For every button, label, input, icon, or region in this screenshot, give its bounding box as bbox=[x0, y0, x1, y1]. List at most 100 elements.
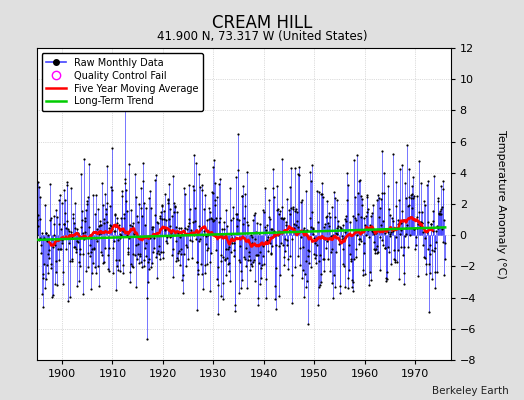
Point bbox=[210, 157, 218, 163]
Point bbox=[383, 269, 391, 276]
Point bbox=[298, 226, 307, 233]
Point bbox=[130, 252, 139, 258]
Point bbox=[332, 230, 340, 236]
Point bbox=[137, 185, 145, 191]
Point bbox=[411, 246, 419, 252]
Point bbox=[314, 189, 323, 196]
Point bbox=[60, 220, 69, 227]
Point bbox=[222, 206, 231, 213]
Point bbox=[245, 256, 254, 263]
Point bbox=[260, 224, 269, 230]
Point bbox=[391, 203, 400, 210]
Point bbox=[145, 266, 153, 272]
Point bbox=[230, 247, 238, 253]
Point bbox=[402, 194, 411, 201]
Point bbox=[268, 166, 277, 172]
Point bbox=[427, 221, 435, 228]
Point bbox=[79, 250, 88, 257]
Point bbox=[126, 279, 135, 286]
Point bbox=[232, 210, 240, 217]
Point bbox=[212, 246, 220, 253]
Point bbox=[435, 210, 443, 216]
Point bbox=[405, 165, 413, 172]
Point bbox=[153, 219, 161, 225]
Point bbox=[297, 234, 305, 240]
Point bbox=[33, 232, 41, 238]
Point bbox=[112, 257, 120, 264]
Point bbox=[255, 230, 263, 236]
Point bbox=[152, 172, 160, 178]
Point bbox=[258, 253, 267, 259]
Point bbox=[81, 218, 89, 224]
Point bbox=[328, 204, 336, 210]
Point bbox=[278, 156, 286, 162]
Point bbox=[69, 210, 77, 217]
Point bbox=[228, 235, 236, 242]
Point bbox=[313, 302, 322, 308]
Point bbox=[204, 245, 212, 252]
Point bbox=[141, 205, 150, 211]
Point bbox=[122, 186, 130, 193]
Point bbox=[175, 247, 183, 254]
Point bbox=[368, 209, 376, 216]
Point bbox=[293, 252, 302, 259]
Point bbox=[313, 188, 321, 194]
Point bbox=[431, 245, 440, 251]
Point bbox=[271, 306, 280, 312]
Point bbox=[307, 178, 315, 184]
Point bbox=[324, 220, 332, 226]
Point bbox=[356, 193, 365, 200]
Point bbox=[400, 180, 409, 186]
Point bbox=[42, 276, 50, 282]
Point bbox=[426, 270, 434, 276]
Point bbox=[331, 195, 339, 201]
Point bbox=[312, 237, 321, 244]
Point bbox=[294, 224, 302, 230]
Point bbox=[132, 242, 140, 248]
Point bbox=[155, 243, 163, 250]
Point bbox=[68, 258, 76, 264]
Point bbox=[221, 256, 230, 262]
Point bbox=[136, 252, 144, 259]
Point bbox=[396, 231, 405, 238]
Point bbox=[414, 221, 422, 227]
Point bbox=[318, 180, 326, 186]
Point bbox=[105, 225, 114, 232]
Point bbox=[58, 239, 67, 246]
Point bbox=[61, 210, 70, 217]
Point bbox=[325, 235, 333, 242]
Point bbox=[55, 196, 63, 203]
Point bbox=[138, 263, 146, 270]
Point bbox=[381, 244, 390, 251]
Point bbox=[366, 277, 375, 283]
Point bbox=[44, 251, 52, 257]
Point bbox=[160, 226, 169, 232]
Point bbox=[41, 230, 50, 236]
Point bbox=[89, 260, 97, 266]
Point bbox=[158, 202, 166, 208]
Point bbox=[250, 256, 258, 263]
Point bbox=[324, 210, 333, 216]
Point bbox=[147, 264, 155, 270]
Point bbox=[366, 222, 374, 228]
Point bbox=[220, 225, 228, 232]
Point bbox=[301, 271, 309, 277]
Point bbox=[193, 259, 201, 265]
Point bbox=[323, 238, 331, 244]
Point bbox=[97, 222, 106, 229]
Point bbox=[106, 223, 115, 229]
Point bbox=[370, 250, 379, 256]
Point bbox=[113, 214, 121, 221]
Point bbox=[163, 239, 171, 246]
Point bbox=[85, 223, 93, 230]
Point bbox=[239, 182, 247, 189]
Point bbox=[177, 225, 185, 231]
Point bbox=[209, 163, 217, 170]
Point bbox=[198, 187, 206, 193]
Point bbox=[281, 248, 289, 254]
Point bbox=[354, 190, 362, 196]
Point bbox=[320, 256, 328, 262]
Point bbox=[90, 246, 99, 252]
Point bbox=[247, 234, 256, 240]
Point bbox=[249, 216, 257, 223]
